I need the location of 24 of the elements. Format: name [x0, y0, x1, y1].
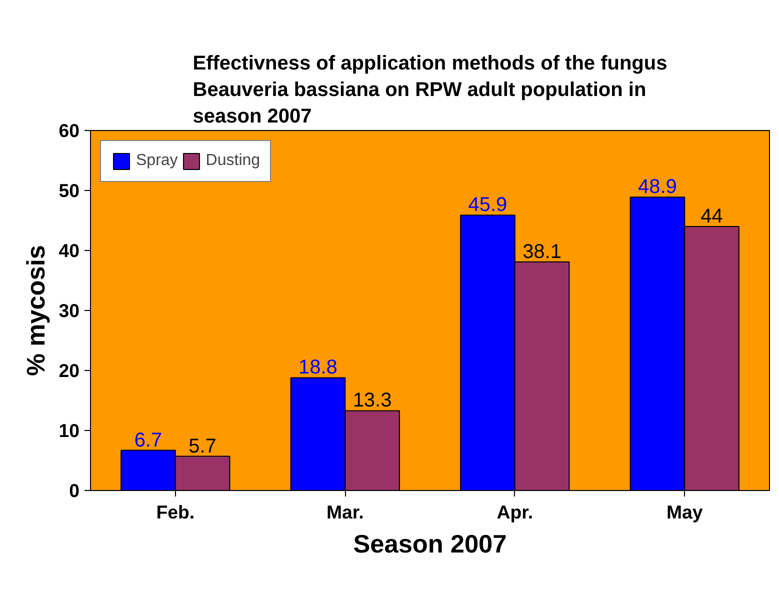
y-tick-label: 50	[58, 180, 80, 201]
y-tick-label: 40	[58, 240, 80, 261]
data-label: 38.1	[522, 240, 562, 263]
x-axis-title: Season 2007	[353, 530, 507, 558]
y-tick-label: 10	[58, 420, 80, 441]
data-label: 44	[700, 206, 723, 228]
data-label: 48.9	[638, 176, 677, 198]
x-tick-label: Feb.	[156, 502, 195, 522]
legend-label: Dusting	[206, 152, 260, 170]
legend-label: Spray	[136, 152, 178, 170]
data-label: 45.9	[468, 194, 508, 216]
y-tick-label: 0	[69, 480, 80, 501]
x-tick-label: Apr.	[496, 502, 534, 522]
data-label: 13.3	[352, 390, 392, 412]
x-tick-label: Mar.	[326, 502, 364, 522]
chart-title: Effectivness of application methods of the fungus Beauveria bassiana on RPW adult population in season 2007	[192, 52, 668, 128]
y-axis-title: % mycosis	[22, 245, 51, 376]
data-label: 6.7	[134, 429, 162, 452]
data-label: 18.8	[298, 356, 338, 379]
y-tick-label: 30	[58, 300, 80, 321]
y-tick-label: 60	[58, 120, 80, 141]
y-tick-label: 20	[58, 360, 80, 381]
x-tick-label: May	[666, 502, 704, 522]
data-label: 5.7	[188, 435, 216, 458]
